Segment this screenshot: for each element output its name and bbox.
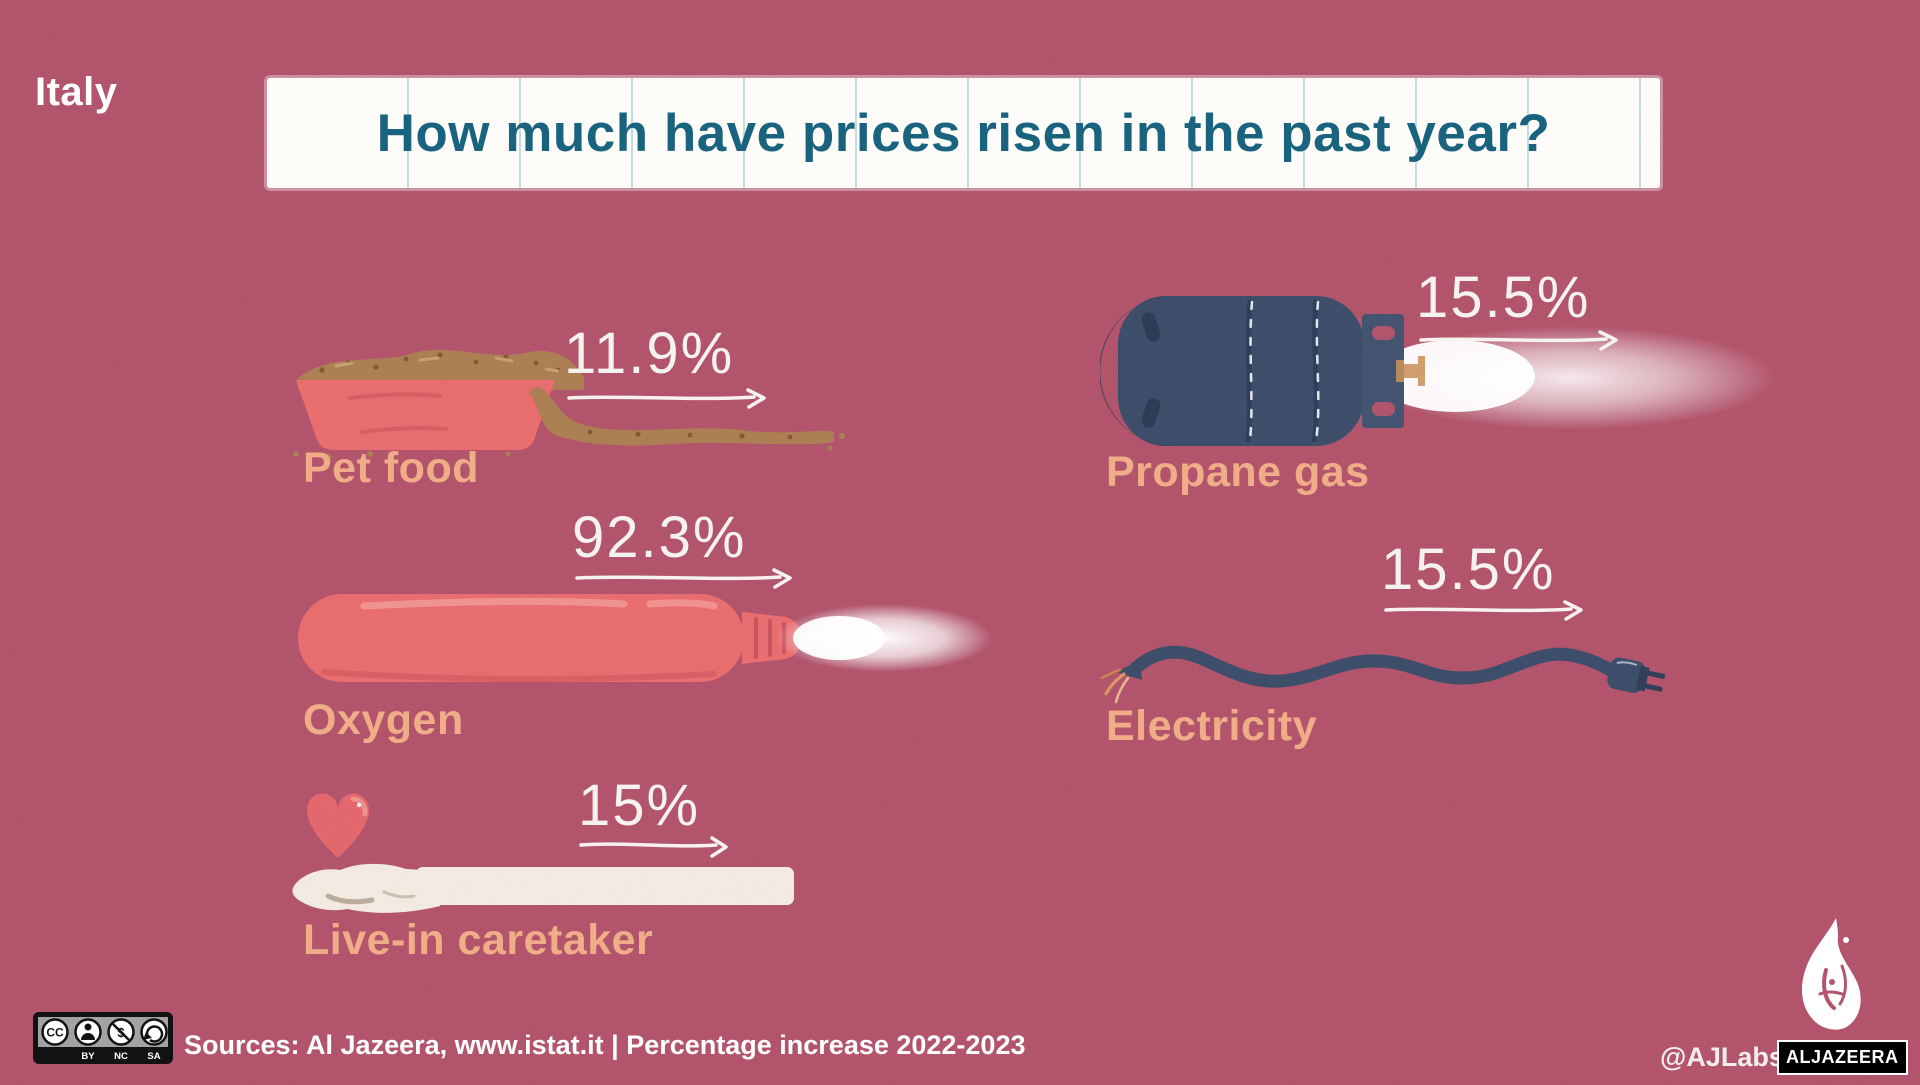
caretaker-arrow-icon [579,836,728,858]
sa-arrow-icon [140,1018,168,1046]
electricity-label: Electricity [1106,702,1318,750]
svg-text:CC: CC [46,1026,64,1040]
oxygen-value: 92.3% [572,505,747,570]
title-banner: How much have prices risen in the past y… [267,78,1660,188]
electricity-value: 15.5% [1381,537,1556,602]
petfood-value: 11.9% [564,321,735,386]
petfood-arrow-icon [567,388,766,409]
oxygen-arrow-icon [575,568,792,589]
cc-license-badge: CC $ BY NC SA [33,1012,173,1064]
country-label: Italy [35,70,118,114]
sources-text: Sources: Al Jazeera, www.istat.it | Perc… [184,1030,1026,1060]
by-person-icon [74,1018,102,1046]
power-cable-plug-icon [1100,645,1666,704]
electricity-arrow-icon [1384,600,1583,621]
caretaker-value: 15% [578,773,701,838]
cc-term-nc: NC [114,1051,128,1062]
aljazeera-wordmark: ALJAZEERA [1777,1040,1908,1075]
nc-dollar-icon: $ [107,1018,135,1046]
aljazeera-logo-icon [1802,918,1861,1030]
cc-term-by: BY [81,1051,95,1062]
propane-value: 15.5% [1416,265,1591,330]
oxygen-cylinder-icon [298,594,992,683]
propane-label: Propane gas [1106,448,1370,496]
ajlabs-handle: @AJLabs [1660,1042,1784,1072]
oxygen-label: Oxygen [303,696,464,744]
cc-icon: CC [41,1018,69,1046]
caretaker-label: Live-in caretaker [303,916,654,964]
propane-arrow-icon [1419,330,1618,351]
petfood-label: Pet food [303,444,479,492]
cc-term-sa: SA [147,1051,160,1062]
page-title: How much have prices risen in the past y… [376,103,1551,163]
